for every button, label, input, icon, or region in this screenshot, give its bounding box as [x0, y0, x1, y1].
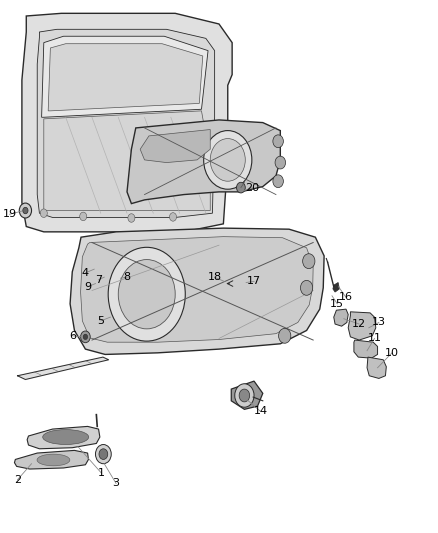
Circle shape — [99, 449, 108, 459]
Polygon shape — [27, 426, 100, 449]
Text: 8: 8 — [124, 272, 131, 282]
Polygon shape — [22, 13, 232, 232]
Text: 5: 5 — [97, 316, 104, 326]
Text: 4: 4 — [82, 268, 89, 278]
Circle shape — [118, 260, 175, 329]
Circle shape — [23, 207, 28, 214]
Circle shape — [95, 445, 111, 464]
Text: 20: 20 — [245, 183, 259, 192]
Text: 15: 15 — [330, 299, 344, 309]
Circle shape — [273, 175, 283, 188]
Text: 7: 7 — [95, 275, 102, 285]
Ellipse shape — [43, 430, 88, 445]
Text: 1: 1 — [98, 469, 105, 478]
Polygon shape — [70, 228, 324, 354]
Circle shape — [239, 389, 250, 402]
Text: 9: 9 — [84, 282, 91, 292]
Polygon shape — [18, 357, 109, 379]
Circle shape — [108, 247, 185, 341]
Text: 13: 13 — [372, 318, 386, 327]
Circle shape — [300, 280, 313, 295]
Text: 10: 10 — [385, 348, 399, 358]
Circle shape — [170, 213, 177, 221]
Text: 19: 19 — [3, 209, 17, 219]
Polygon shape — [42, 36, 208, 117]
Circle shape — [273, 135, 283, 148]
Circle shape — [210, 139, 245, 181]
Text: 18: 18 — [208, 272, 222, 282]
Ellipse shape — [37, 454, 70, 466]
Text: 3: 3 — [113, 479, 120, 488]
Polygon shape — [334, 309, 348, 326]
Text: 11: 11 — [367, 334, 381, 343]
Circle shape — [19, 203, 32, 218]
Text: 12: 12 — [352, 319, 366, 329]
Text: 16: 16 — [339, 293, 353, 302]
Circle shape — [303, 254, 315, 269]
Text: 6: 6 — [69, 331, 76, 341]
Polygon shape — [81, 237, 313, 342]
Polygon shape — [37, 29, 215, 217]
Text: 2: 2 — [14, 475, 21, 484]
Circle shape — [40, 209, 47, 217]
Polygon shape — [140, 130, 210, 163]
Polygon shape — [348, 312, 376, 340]
Circle shape — [235, 384, 254, 407]
Polygon shape — [333, 282, 339, 292]
Polygon shape — [354, 340, 378, 358]
Text: 17: 17 — [247, 277, 261, 286]
Text: 14: 14 — [254, 407, 268, 416]
Polygon shape — [48, 44, 203, 111]
Circle shape — [81, 331, 90, 343]
Circle shape — [128, 214, 135, 222]
Circle shape — [80, 212, 87, 221]
Circle shape — [275, 156, 286, 169]
Polygon shape — [44, 111, 210, 211]
Polygon shape — [14, 450, 88, 469]
Circle shape — [204, 131, 252, 189]
Polygon shape — [127, 120, 280, 204]
Polygon shape — [367, 357, 386, 378]
Circle shape — [237, 182, 245, 193]
Polygon shape — [231, 381, 263, 409]
Circle shape — [279, 328, 291, 343]
Circle shape — [83, 334, 88, 340]
